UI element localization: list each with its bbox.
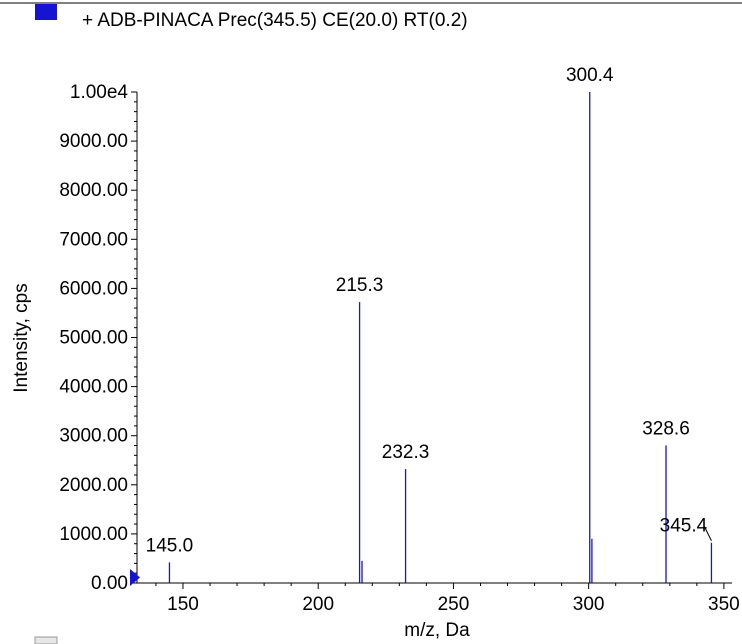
x-tick-label: 350 — [708, 594, 740, 615]
peak-label: 145.0 — [146, 535, 194, 556]
y-tick-label: 6000.00 — [59, 278, 128, 299]
y-tick-label: 1.00e4 — [70, 82, 129, 103]
y-tick-label: 1000.00 — [59, 524, 128, 545]
peak-label: 232.3 — [382, 442, 430, 463]
x-axis-title: m/z, Da — [404, 620, 470, 641]
peak-label: 300.4 — [566, 65, 614, 86]
y-tick-label: 8000.00 — [59, 180, 128, 201]
legend-label: + ADB-PINACA Prec(345.5) CE(20.0) RT(0.2… — [82, 10, 468, 31]
spectrum-peaks — [168, 92, 713, 583]
peak-label: 215.3 — [336, 275, 384, 296]
y-tick-label: 4000.00 — [59, 377, 128, 398]
x-tick-label: 200 — [302, 594, 334, 615]
peak-label: 345.4 — [660, 516, 708, 537]
peak-label-leader — [703, 526, 712, 541]
bottom-legend-marker — [34, 636, 58, 644]
x-tick-label: 250 — [438, 594, 470, 615]
y-tick-label: 3000.00 — [59, 426, 128, 447]
y-axis-ticks: 0.00 1000.00 2000.00 3000.00 4000.00 5000.00 6… — [59, 82, 137, 594]
y-tick-label: 2000.00 — [59, 475, 128, 496]
y-tick-label: 7000.00 — [59, 229, 128, 250]
peak-labels: 145.0 215.3 232.3 300.4 328.6 345.4 — [146, 65, 712, 556]
y-axis-title: Intensity, cps — [11, 283, 32, 392]
y-tick-label: 0.00 — [91, 573, 128, 594]
peak-label: 328.6 — [642, 419, 690, 440]
x-tick-label: 150 — [167, 594, 199, 615]
y-tick-label: 5000.00 — [59, 328, 128, 349]
y-tick-label: 9000.00 — [59, 131, 128, 152]
baseline-marker-icon — [130, 569, 140, 586]
x-axis-ticks: 150 200 250 300 350 — [155, 583, 740, 615]
legend-swatch — [35, 4, 57, 20]
x-tick-label: 300 — [573, 594, 605, 615]
